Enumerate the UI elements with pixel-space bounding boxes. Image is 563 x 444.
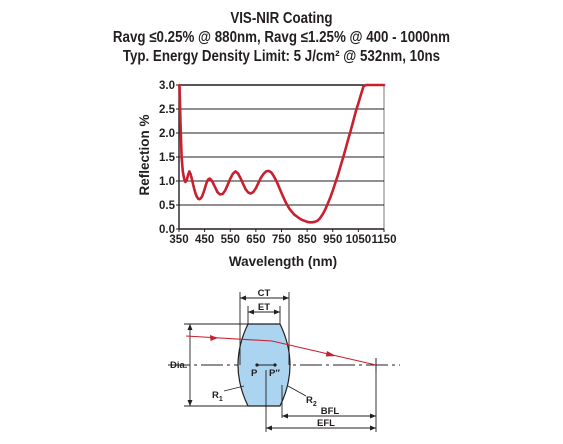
label-r2: R2 <box>306 395 317 408</box>
chart-title: VIS-NIR Coating <box>230 10 333 27</box>
reflection-curve <box>178 83 386 224</box>
principal-point-p-prime <box>273 363 277 367</box>
label-p-prime: P″ <box>269 368 280 379</box>
diagram-labels: CT ET Dia. P P″ R1 R2 BFL EFL <box>170 288 339 429</box>
chart-subtitle-energy-density: Typ. Energy Density Limit: 5 J/cm² @ 532… <box>122 48 441 65</box>
lens-diagram <box>168 292 400 432</box>
label-r1: R1 <box>212 390 223 403</box>
outgoing-ray-arrowhead <box>325 351 336 357</box>
label-et: ET <box>258 302 270 313</box>
chart-gridlines <box>176 84 385 232</box>
label-p: P <box>251 368 258 379</box>
light-ray <box>185 335 377 366</box>
incoming-ray-arrowhead <box>210 335 218 341</box>
y-tick-label: 0.5 <box>159 200 176 212</box>
x-tick-label: 450 <box>195 234 214 246</box>
y-tick-label: 1.0 <box>159 176 175 188</box>
ct-arrowheads <box>240 295 289 301</box>
y-tick-label: 0.0 <box>159 224 175 236</box>
principal-point-p <box>255 363 259 367</box>
y-tick-label: 2.0 <box>159 128 175 140</box>
y-tick-label: 3.0 <box>159 80 175 92</box>
r2-leader <box>287 385 307 397</box>
label-ct: CT <box>258 288 271 299</box>
incoming-ray <box>185 335 273 342</box>
x-tick-label: 950 <box>323 234 342 246</box>
x-tick-label: 850 <box>298 234 317 246</box>
label-bfl: BFL <box>321 406 340 417</box>
x-tick-label: 1050 <box>346 234 372 246</box>
x-axis-label: Wavelength (nm) <box>229 254 337 269</box>
chart-subtitle-reflectance: Ravg ≤0.25% @ 880nm, Ravg ≤1.25% @ 400 -… <box>112 29 450 46</box>
r1-leader <box>223 385 245 392</box>
y-tick-label: 1.5 <box>159 152 176 164</box>
outgoing-ray <box>271 340 377 366</box>
x-tick-label: 650 <box>246 234 265 246</box>
x-tick-label: 350 <box>169 234 188 246</box>
y-axis-label: Reflection % <box>137 114 152 195</box>
label-efl: EFL <box>317 418 335 429</box>
x-tick-label: 550 <box>221 234 240 246</box>
x-tick-label: 750 <box>272 234 291 246</box>
chart-tick-labels: 0.0 0.5 1.0 1.5 2.0 2.5 3.0 350 450 550 650 750 850 9… <box>159 80 396 246</box>
x-tick-label: 1150 <box>372 234 397 246</box>
label-dia: Dia. <box>170 360 187 371</box>
y-tick-label: 2.5 <box>159 104 176 116</box>
